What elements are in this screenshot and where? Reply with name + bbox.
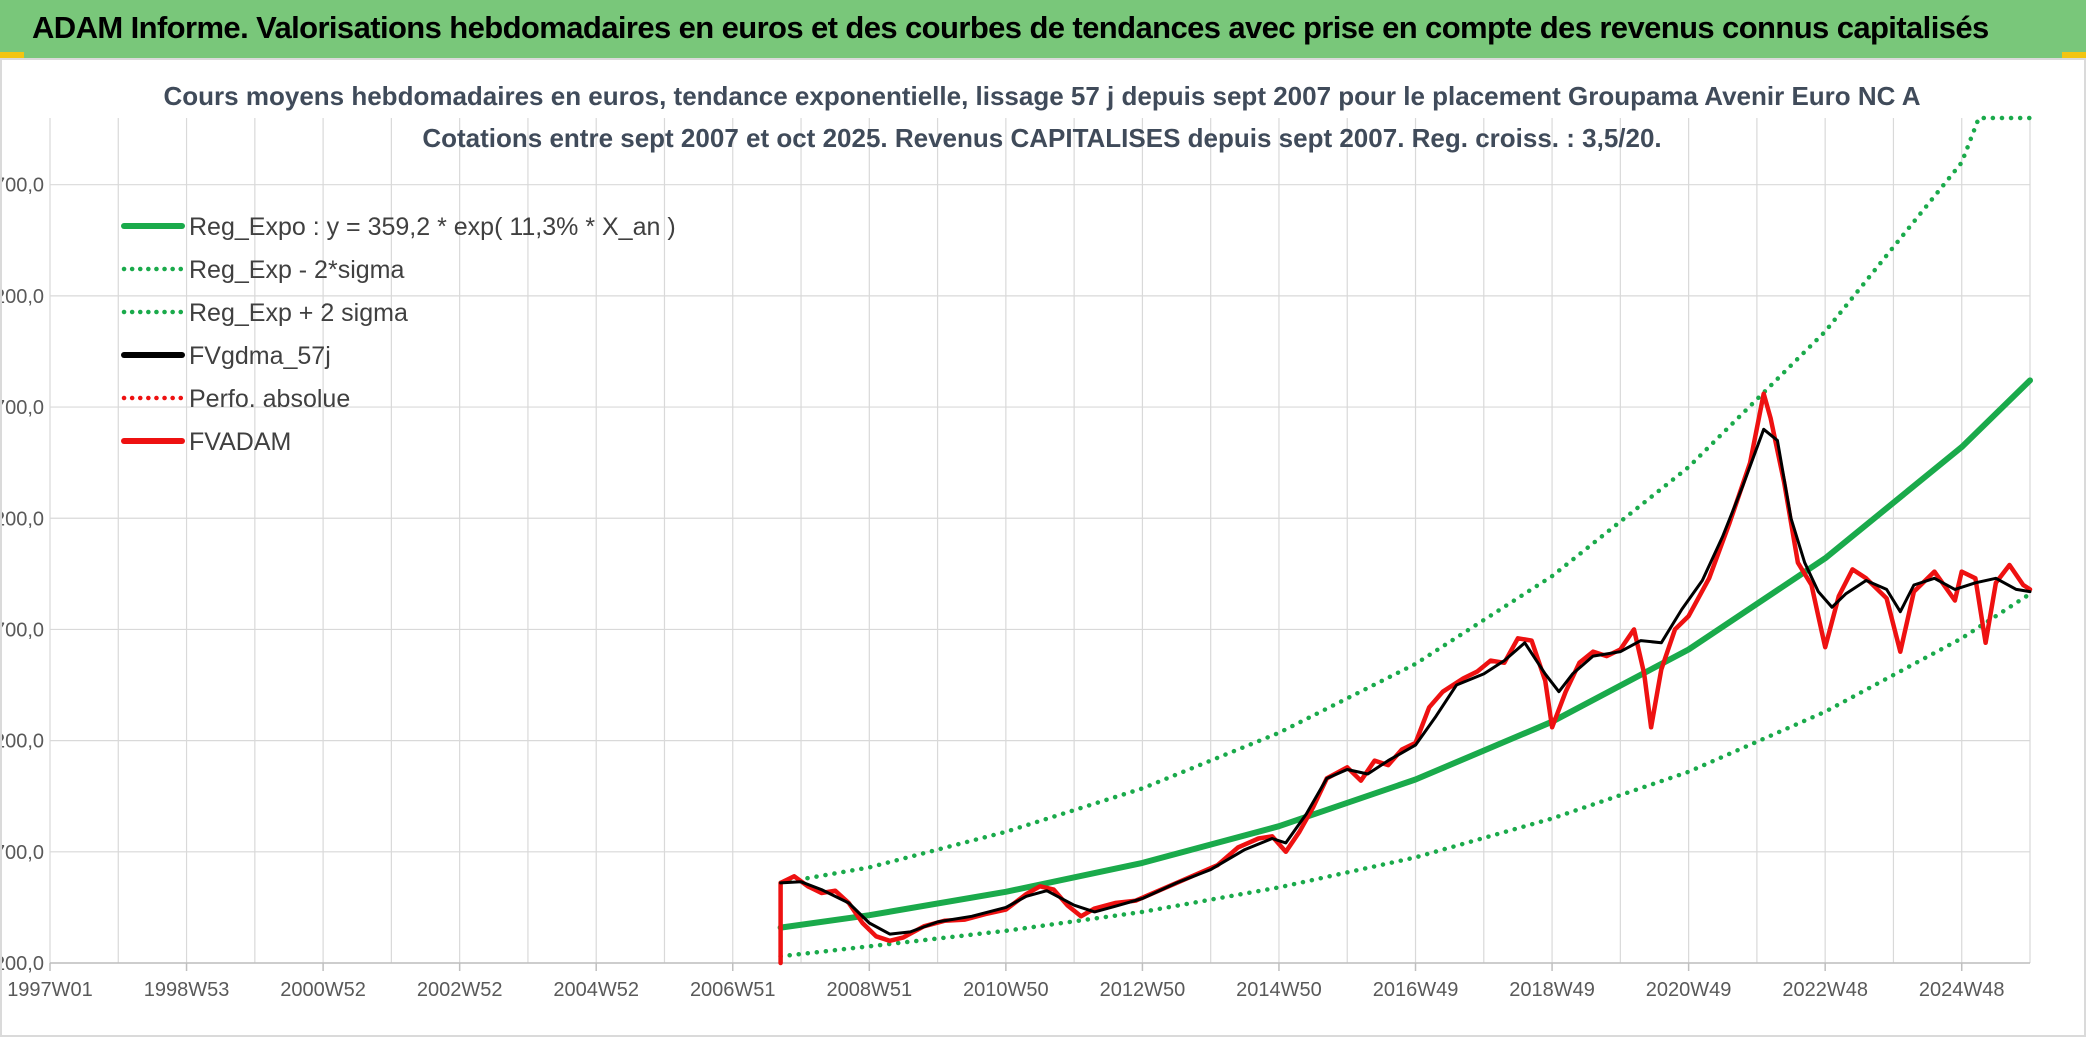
series-line bbox=[778, 115, 2033, 886]
grid bbox=[49, 118, 2031, 964]
x-tick-label: 2022W48 bbox=[1782, 979, 1868, 1001]
chart-frame: 200,0 700,0 1 200,0 1 700,0 2 200,0 2 700,0 3 … bbox=[0, 58, 2086, 1037]
legend-label: Reg_Exp + 2 sigma bbox=[189, 299, 408, 327]
chart-title-line: Cotations entre sept 2007 et oct 2025. R… bbox=[422, 123, 1661, 153]
header-banner: ADAM Informe. Valorisations hebdomadaire… bbox=[0, 0, 2086, 58]
x-tick-label: 1997W01 bbox=[7, 979, 93, 1001]
legend-label: FVADAM bbox=[189, 428, 291, 456]
x-axis: 1997W01 1998W53 2000W52 2002W52 2004W52 2006W… bbox=[7, 963, 2005, 1001]
legend-label: Reg_Exp - 2*sigma bbox=[189, 256, 404, 284]
series-line bbox=[779, 427, 2032, 936]
x-tick-label: 2012W50 bbox=[1100, 979, 1186, 1001]
y-tick-label: 1 700,0 bbox=[2, 619, 44, 641]
x-tick-label: 2010W50 bbox=[963, 979, 1049, 1001]
y-axis: 200,0 700,0 1 200,0 1 700,0 2 200,0 2 700,0 3 … bbox=[2, 175, 44, 975]
y-tick-label: 1 200,0 bbox=[2, 731, 44, 753]
legend-label: Perfo. absolue bbox=[189, 385, 350, 413]
series-line bbox=[777, 377, 2033, 931]
x-tick-label: 1998W53 bbox=[144, 979, 230, 1001]
y-tick-label: 3 200,0 bbox=[2, 286, 44, 308]
legend-label: FVgdma_57j bbox=[189, 342, 331, 370]
y-tick-label: 2 700,0 bbox=[2, 397, 44, 419]
x-tick-label: 2004W52 bbox=[553, 979, 639, 1001]
y-tick-label: 3 700,0 bbox=[2, 175, 44, 197]
corner-marker-left bbox=[0, 52, 24, 58]
legend-label: Reg_Expo : y = 359,2 * exp( 11,3% * X_an… bbox=[189, 213, 676, 241]
y-tick-label: 200,0 bbox=[2, 953, 44, 975]
x-tick-label: 2014W50 bbox=[1236, 979, 1322, 1001]
x-tick-label: 2020W49 bbox=[1646, 979, 1732, 1001]
x-tick-label: 2002W52 bbox=[417, 979, 503, 1001]
x-tick-label: 2018W49 bbox=[1509, 979, 1595, 1001]
x-tick-label: 2008W51 bbox=[826, 979, 912, 1001]
x-tick-label: 2024W48 bbox=[1919, 979, 2005, 1001]
series-line bbox=[778, 591, 2033, 959]
series-group bbox=[777, 115, 2033, 966]
y-tick-label: 700,0 bbox=[2, 842, 44, 864]
x-tick-label: 2016W49 bbox=[1373, 979, 1459, 1001]
x-tick-label: 2000W52 bbox=[280, 979, 366, 1001]
page-title: ADAM Informe. Valorisations hebdomadaire… bbox=[32, 10, 1989, 45]
chart-title-line: Cours moyens hebdomadaires en euros, ten… bbox=[164, 81, 1921, 111]
corner-marker-right bbox=[2062, 52, 2086, 58]
chart-svg: 200,0 700,0 1 200,0 1 700,0 2 200,0 2 700,0 3 … bbox=[2, 81, 2033, 1001]
series-line bbox=[778, 391, 2033, 966]
legend: Reg_Expo : y = 359,2 * exp( 11,3% * X_an… bbox=[121, 213, 676, 456]
chart-title: Cours moyens hebdomadaires en euros, ten… bbox=[164, 81, 1921, 153]
y-tick-label: 2 200,0 bbox=[2, 508, 44, 530]
x-tick-label: 2006W51 bbox=[690, 979, 776, 1001]
